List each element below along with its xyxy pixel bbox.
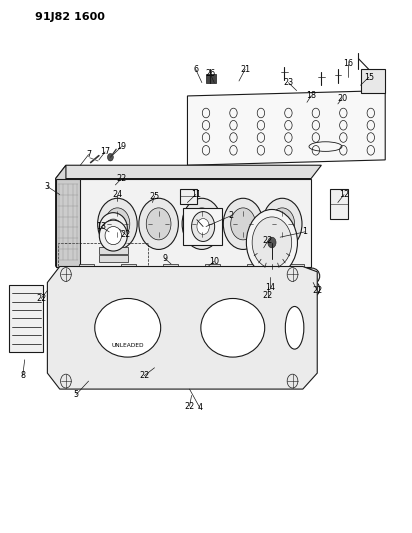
Text: 22: 22 <box>139 372 149 380</box>
Polygon shape <box>360 69 385 93</box>
Circle shape <box>190 208 214 240</box>
Text: 12: 12 <box>339 190 349 199</box>
Ellipse shape <box>201 298 265 357</box>
Text: 22: 22 <box>121 230 131 239</box>
Circle shape <box>287 374 298 388</box>
Polygon shape <box>9 285 43 352</box>
Text: 4: 4 <box>197 403 202 412</box>
Polygon shape <box>47 266 317 389</box>
Circle shape <box>270 208 295 240</box>
Polygon shape <box>180 189 197 204</box>
Text: 19: 19 <box>117 142 126 151</box>
Circle shape <box>197 219 209 235</box>
Text: 6: 6 <box>193 65 198 74</box>
Text: 7: 7 <box>86 150 91 159</box>
Circle shape <box>61 374 71 388</box>
Text: 5: 5 <box>74 390 79 399</box>
Circle shape <box>252 217 292 268</box>
Polygon shape <box>56 179 311 266</box>
Text: 20: 20 <box>337 94 347 103</box>
Circle shape <box>192 212 215 241</box>
Text: 91J82 1600: 91J82 1600 <box>35 12 105 22</box>
Text: 14: 14 <box>265 284 275 292</box>
Circle shape <box>231 208 255 240</box>
Circle shape <box>98 198 137 249</box>
Text: 22: 22 <box>312 286 322 295</box>
Text: 24: 24 <box>112 190 122 199</box>
Text: 22: 22 <box>117 174 126 183</box>
Text: 21: 21 <box>240 65 250 74</box>
Circle shape <box>182 198 222 249</box>
Text: 11: 11 <box>191 190 201 199</box>
Ellipse shape <box>105 227 122 245</box>
Text: 16: 16 <box>343 60 353 68</box>
FancyBboxPatch shape <box>163 264 178 270</box>
Text: 3: 3 <box>45 182 50 191</box>
FancyBboxPatch shape <box>205 264 220 270</box>
Ellipse shape <box>99 220 127 251</box>
Text: 17: 17 <box>100 148 110 156</box>
Text: 25: 25 <box>150 192 159 200</box>
Text: 22: 22 <box>36 294 46 303</box>
Circle shape <box>268 237 276 248</box>
Circle shape <box>262 198 302 249</box>
FancyBboxPatch shape <box>99 255 128 262</box>
Text: 22: 22 <box>263 292 273 300</box>
Text: 22: 22 <box>263 237 273 245</box>
Polygon shape <box>330 189 348 219</box>
Text: 10: 10 <box>209 257 219 265</box>
Ellipse shape <box>308 285 316 293</box>
Ellipse shape <box>304 268 320 284</box>
Text: 22: 22 <box>185 402 194 410</box>
Circle shape <box>146 208 171 240</box>
Polygon shape <box>56 165 66 266</box>
FancyBboxPatch shape <box>121 264 136 270</box>
Circle shape <box>105 208 130 240</box>
FancyBboxPatch shape <box>99 247 128 254</box>
FancyBboxPatch shape <box>79 264 94 270</box>
Ellipse shape <box>95 298 161 357</box>
Text: 2: 2 <box>228 212 233 220</box>
Circle shape <box>61 268 71 281</box>
Text: 9: 9 <box>162 254 167 263</box>
Ellipse shape <box>105 219 122 237</box>
Polygon shape <box>183 208 222 245</box>
Circle shape <box>139 198 178 249</box>
Text: 18: 18 <box>306 92 316 100</box>
Polygon shape <box>56 179 80 266</box>
Text: UNLEADED: UNLEADED <box>112 343 144 348</box>
Ellipse shape <box>99 213 127 244</box>
Circle shape <box>246 209 297 276</box>
Circle shape <box>223 198 263 249</box>
Polygon shape <box>56 165 321 179</box>
Ellipse shape <box>308 272 316 280</box>
Polygon shape <box>187 91 385 165</box>
Text: 15: 15 <box>364 73 374 82</box>
Polygon shape <box>206 74 216 83</box>
Text: 13: 13 <box>96 222 106 231</box>
FancyBboxPatch shape <box>289 264 304 270</box>
Text: 1: 1 <box>302 228 307 236</box>
Ellipse shape <box>304 281 320 297</box>
FancyBboxPatch shape <box>247 264 262 270</box>
Circle shape <box>108 154 113 161</box>
Text: 26: 26 <box>205 69 215 78</box>
Circle shape <box>287 268 298 281</box>
Text: 23: 23 <box>283 78 293 87</box>
Text: 8: 8 <box>20 372 25 380</box>
Ellipse shape <box>285 306 304 349</box>
